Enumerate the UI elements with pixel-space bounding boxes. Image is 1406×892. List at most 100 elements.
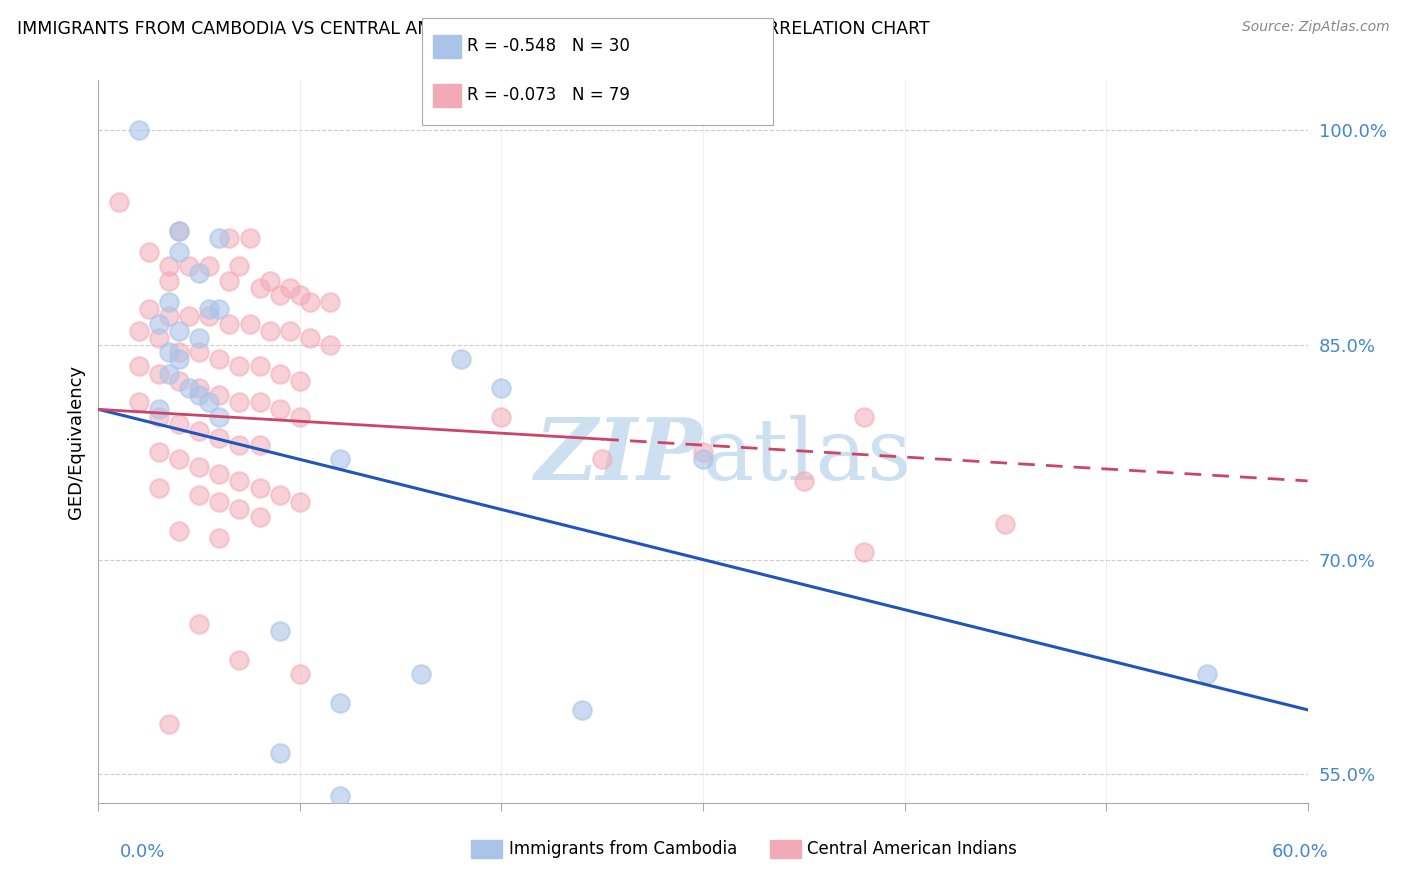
Text: R = -0.548   N = 30: R = -0.548 N = 30 <box>467 37 630 55</box>
Point <box>299 295 322 310</box>
Point <box>157 345 180 359</box>
Point <box>692 445 714 459</box>
Point <box>249 509 271 524</box>
Point <box>179 260 201 274</box>
Point <box>208 531 231 545</box>
Point <box>228 502 250 516</box>
Point <box>269 488 291 502</box>
Point <box>218 230 240 244</box>
Point <box>278 281 301 295</box>
Point <box>288 374 311 388</box>
Text: Central American Indians: Central American Indians <box>807 840 1017 858</box>
Point <box>269 624 291 639</box>
Point <box>319 295 342 310</box>
Point <box>249 359 271 374</box>
Point <box>450 352 472 367</box>
Text: 0.0%: 0.0% <box>120 843 165 861</box>
Point <box>157 367 180 381</box>
Point <box>148 317 170 331</box>
Point <box>157 260 180 274</box>
Point <box>148 481 170 495</box>
Point <box>179 310 201 324</box>
Point <box>188 331 211 345</box>
Point <box>198 310 221 324</box>
Point <box>692 452 714 467</box>
Point <box>218 274 240 288</box>
Point <box>167 345 190 359</box>
Text: R = -0.073   N = 79: R = -0.073 N = 79 <box>467 87 630 104</box>
Point <box>1195 667 1218 681</box>
Point <box>167 223 190 237</box>
Point <box>491 409 513 424</box>
Point <box>107 194 129 209</box>
Text: Source: ZipAtlas.com: Source: ZipAtlas.com <box>1241 20 1389 34</box>
Point <box>208 352 231 367</box>
Point <box>179 381 201 395</box>
Text: IMMIGRANTS FROM CAMBODIA VS CENTRAL AMERICAN INDIAN GED/EQUIVALENCY CORRELATION : IMMIGRANTS FROM CAMBODIA VS CENTRAL AMER… <box>17 20 929 37</box>
Y-axis label: GED/Equivalency: GED/Equivalency <box>66 365 84 518</box>
Point <box>167 244 190 259</box>
Point <box>288 495 311 509</box>
Point <box>208 467 231 481</box>
Point <box>167 452 190 467</box>
Text: 60.0%: 60.0% <box>1272 843 1329 861</box>
Point <box>167 223 190 237</box>
Point <box>228 438 250 452</box>
Point <box>228 474 250 488</box>
Point <box>188 617 211 632</box>
Point <box>128 123 150 137</box>
Point <box>208 431 231 445</box>
Point <box>288 288 311 302</box>
Point <box>249 481 271 495</box>
Point <box>128 324 150 338</box>
Point <box>793 474 815 488</box>
Point <box>157 717 180 731</box>
Point <box>269 402 291 417</box>
Point <box>157 274 180 288</box>
Text: Immigrants from Cambodia: Immigrants from Cambodia <box>509 840 737 858</box>
Point <box>329 452 352 467</box>
Point <box>409 667 432 681</box>
Point <box>288 667 311 681</box>
Point <box>299 331 322 345</box>
Point <box>148 409 170 424</box>
Point <box>288 409 311 424</box>
Point <box>259 274 281 288</box>
Point <box>198 260 221 274</box>
Point <box>167 524 190 538</box>
Point <box>148 402 170 417</box>
Point <box>167 374 190 388</box>
Point <box>188 345 211 359</box>
Point <box>249 281 271 295</box>
Point <box>188 459 211 474</box>
Point <box>249 438 271 452</box>
Point <box>239 317 262 331</box>
Point <box>228 653 250 667</box>
Point <box>329 789 352 803</box>
Point <box>228 359 250 374</box>
Point <box>491 381 513 395</box>
Point <box>329 696 352 710</box>
Text: ZIP: ZIP <box>536 414 703 498</box>
Point <box>138 302 160 317</box>
Point <box>198 395 221 409</box>
Point <box>157 295 180 310</box>
Point <box>269 746 291 760</box>
Point <box>208 409 231 424</box>
Point <box>853 545 876 559</box>
Point <box>994 516 1017 531</box>
Point <box>167 417 190 431</box>
Point <box>188 424 211 438</box>
Point <box>228 395 250 409</box>
Point <box>228 260 250 274</box>
Point <box>148 331 170 345</box>
Point <box>148 445 170 459</box>
Point <box>571 703 593 717</box>
Point <box>188 267 211 281</box>
Point <box>259 324 281 338</box>
Point <box>138 244 160 259</box>
Point <box>269 367 291 381</box>
Point <box>278 324 301 338</box>
Point <box>188 388 211 402</box>
Point <box>198 302 221 317</box>
